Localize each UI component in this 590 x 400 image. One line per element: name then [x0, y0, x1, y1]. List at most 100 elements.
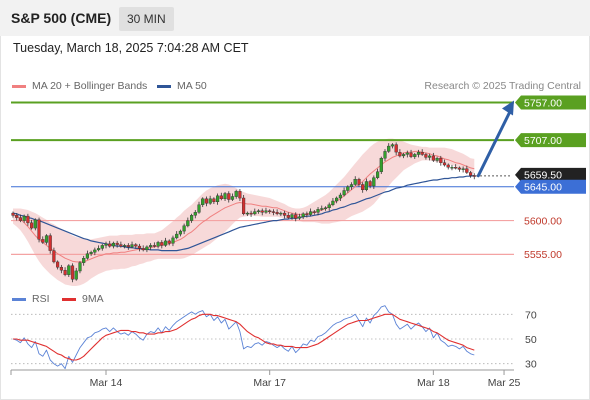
candle-body	[428, 155, 432, 158]
candle-body	[145, 246, 149, 251]
candle-body	[26, 215, 30, 224]
candle	[331, 198, 335, 207]
candle-body	[163, 240, 168, 246]
ma50-swatch	[157, 84, 171, 88]
projection-arrowhead	[502, 100, 514, 116]
candle	[193, 210, 197, 219]
candle-body	[364, 181, 368, 191]
candle-body	[56, 261, 60, 268]
candle	[256, 209, 261, 214]
candle	[335, 196, 339, 204]
candle	[93, 247, 97, 256]
candle-body	[372, 177, 376, 187]
candle-body	[253, 211, 257, 215]
candle-body	[454, 166, 458, 169]
candle	[15, 213, 19, 221]
candle	[309, 208, 313, 217]
candle	[312, 210, 316, 215]
candle	[264, 207, 268, 214]
candle	[279, 211, 283, 217]
candle-body	[323, 207, 328, 210]
candle-body	[204, 198, 208, 204]
candle	[346, 185, 350, 193]
candles	[11, 142, 476, 283]
candle-body	[238, 191, 242, 199]
candle	[119, 241, 123, 248]
candle	[305, 211, 309, 218]
candle	[96, 245, 101, 252]
candle-body	[312, 211, 316, 213]
candle-body	[256, 210, 261, 213]
candle-body	[41, 239, 45, 243]
candle	[33, 218, 37, 231]
candle	[111, 241, 115, 249]
candle	[126, 243, 130, 250]
candle	[122, 243, 127, 249]
candle-body	[22, 215, 26, 221]
candle-body	[208, 198, 212, 204]
candle-body	[245, 212, 249, 215]
candle	[416, 149, 421, 158]
candle-body	[327, 204, 331, 209]
candle-body	[279, 212, 283, 215]
candle	[379, 156, 383, 174]
candle-body	[167, 240, 171, 244]
candle-body	[342, 190, 346, 196]
candle-body	[197, 204, 201, 213]
candle	[260, 208, 264, 216]
candle-body	[189, 215, 194, 221]
candle-body	[230, 196, 235, 200]
legend-rsi: RSI	[12, 293, 50, 305]
price-tag-5645.00: 5645.00	[524, 182, 562, 194]
candle-body	[126, 245, 130, 248]
candle-body	[309, 211, 313, 215]
candle-body	[316, 209, 320, 213]
legend-rsi-label: RSI	[32, 293, 50, 305]
candle-body	[111, 242, 115, 247]
candle-body	[368, 181, 372, 187]
candle-body	[442, 162, 447, 166]
candle	[63, 267, 67, 277]
candle	[301, 212, 305, 220]
candle	[472, 173, 476, 180]
candle-body	[346, 186, 350, 191]
candle	[85, 250, 89, 260]
candle	[74, 267, 78, 281]
candle	[372, 175, 376, 189]
legend-ma20-label: MA 20 + Bollinger Bands	[32, 80, 148, 92]
candle	[342, 187, 346, 197]
candle-body	[96, 248, 101, 251]
candle	[238, 188, 242, 202]
candle-body	[450, 166, 454, 169]
candle	[446, 163, 450, 170]
candle	[409, 149, 413, 159]
candle-body	[74, 270, 78, 280]
price-tag-5600.00: 5600.00	[524, 215, 562, 227]
candle-body	[286, 215, 290, 218]
candle-body	[394, 144, 398, 153]
candle	[175, 231, 179, 240]
candle	[402, 152, 406, 159]
candle	[428, 153, 432, 161]
candle	[283, 210, 287, 219]
candle	[82, 255, 86, 266]
rsi-tick-label: 30	[525, 359, 537, 371]
candle	[171, 235, 175, 247]
candle-body	[148, 245, 153, 248]
time-tick-label: Mar 18	[417, 377, 450, 389]
candle-body	[420, 151, 424, 155]
candle-body	[119, 244, 123, 247]
timeframe-button[interactable]: 30 MIN	[119, 7, 174, 31]
candle	[104, 241, 108, 249]
candle	[56, 260, 60, 270]
legend-ma50: MA 50	[157, 80, 207, 92]
candle	[167, 239, 171, 246]
candle-body	[446, 164, 450, 168]
time-tick-label: Mar 17	[253, 377, 286, 389]
rsi-swatch	[12, 297, 26, 301]
candle	[241, 195, 246, 216]
candle	[215, 193, 220, 205]
candle-body	[52, 250, 56, 263]
candle	[70, 263, 75, 283]
candle-body	[405, 152, 409, 155]
